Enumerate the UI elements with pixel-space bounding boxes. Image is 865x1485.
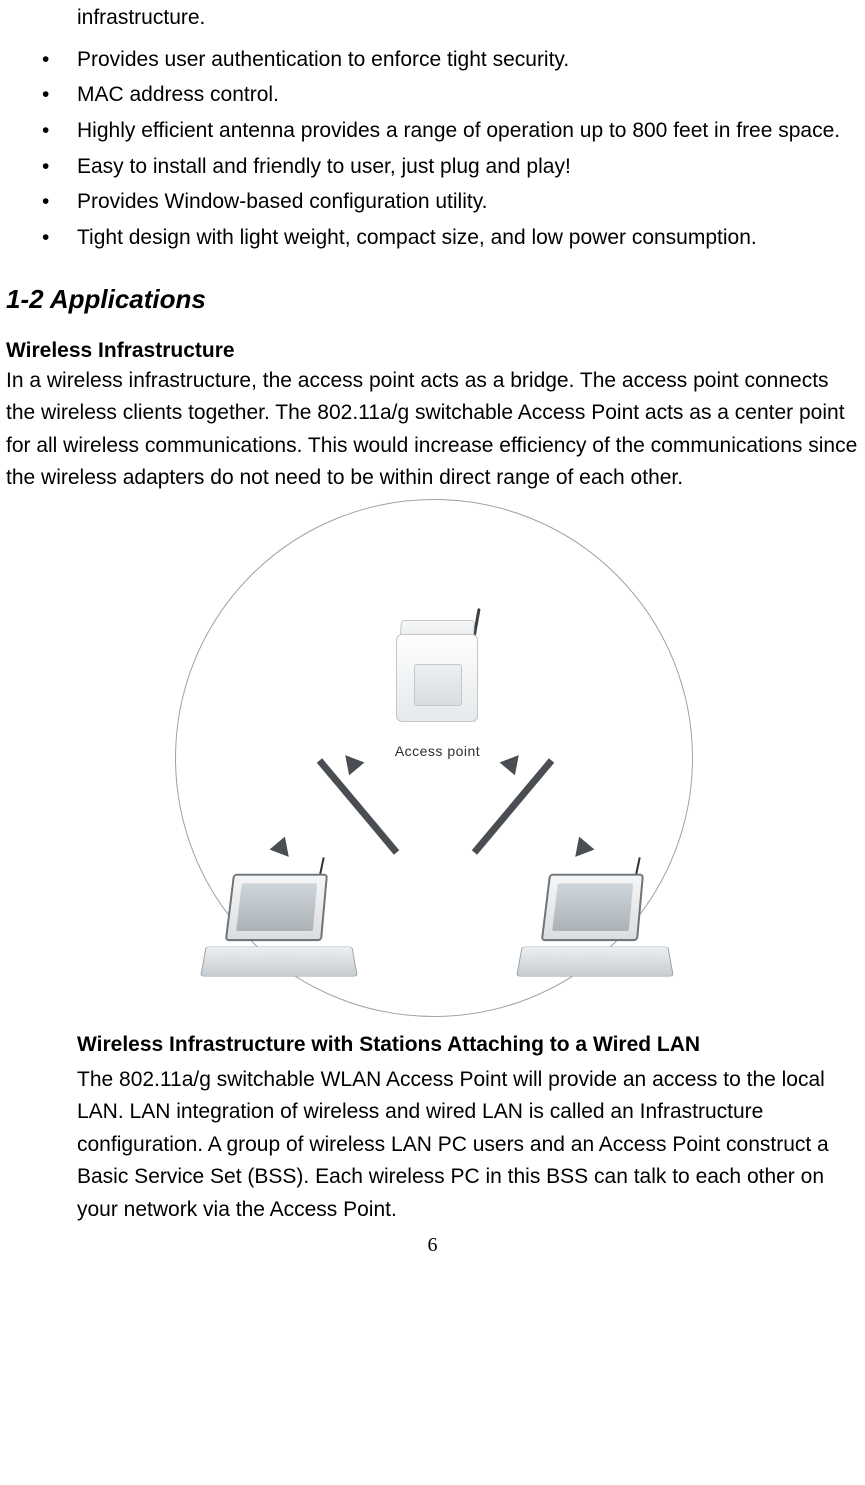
wired-lan-body: The 802.11a/g switchable WLAN Access Poi… — [77, 1064, 845, 1227]
laptop-base — [200, 947, 358, 977]
page-number: 6 — [6, 1234, 859, 1257]
list-item: Tight design with light weight, compact … — [6, 220, 859, 256]
feature-bullet-list: Provides user authentication to enforce … — [6, 42, 859, 256]
ap-front-panel — [414, 664, 462, 706]
list-item: Easy to install and friendly to user, ju… — [6, 149, 859, 185]
section-heading-1-2: 1-2 Applications — [6, 284, 859, 315]
diagram-container: Access point — [6, 511, 859, 1021]
laptop-base — [516, 947, 674, 977]
list-item: Provides user authentication to enforce … — [6, 42, 859, 78]
access-point-node — [386, 616, 486, 724]
laptop-node-left — [199, 879, 359, 989]
laptop-screen — [224, 874, 327, 941]
list-item: Provides Window-based configuration util… — [6, 184, 859, 220]
document-page: infrastructure. Provides user authentica… — [0, 0, 865, 1257]
wired-lan-heading: Wireless Infrastructure with Stations At… — [77, 1029, 845, 1062]
orphan-line: infrastructure. — [77, 0, 859, 36]
laptop-screen-inner — [552, 883, 633, 931]
list-item: Highly efficient antenna provides a rang… — [6, 113, 859, 149]
laptop-node-right — [515, 879, 675, 989]
laptop-screen — [540, 874, 643, 941]
laptop-screen-inner — [236, 883, 317, 931]
wired-lan-section: Wireless Infrastructure with Stations At… — [77, 1029, 859, 1226]
wireless-infrastructure-body: In a wireless infrastructure, the access… — [6, 365, 859, 495]
list-item: MAC address control. — [6, 77, 859, 113]
network-diagram: Access point — [153, 511, 713, 1021]
access-point-label: Access point — [353, 743, 523, 759]
page-content: infrastructure. Provides user authentica… — [0, 0, 865, 1257]
wireless-infrastructure-heading: Wireless Infrastructure — [6, 339, 859, 363]
